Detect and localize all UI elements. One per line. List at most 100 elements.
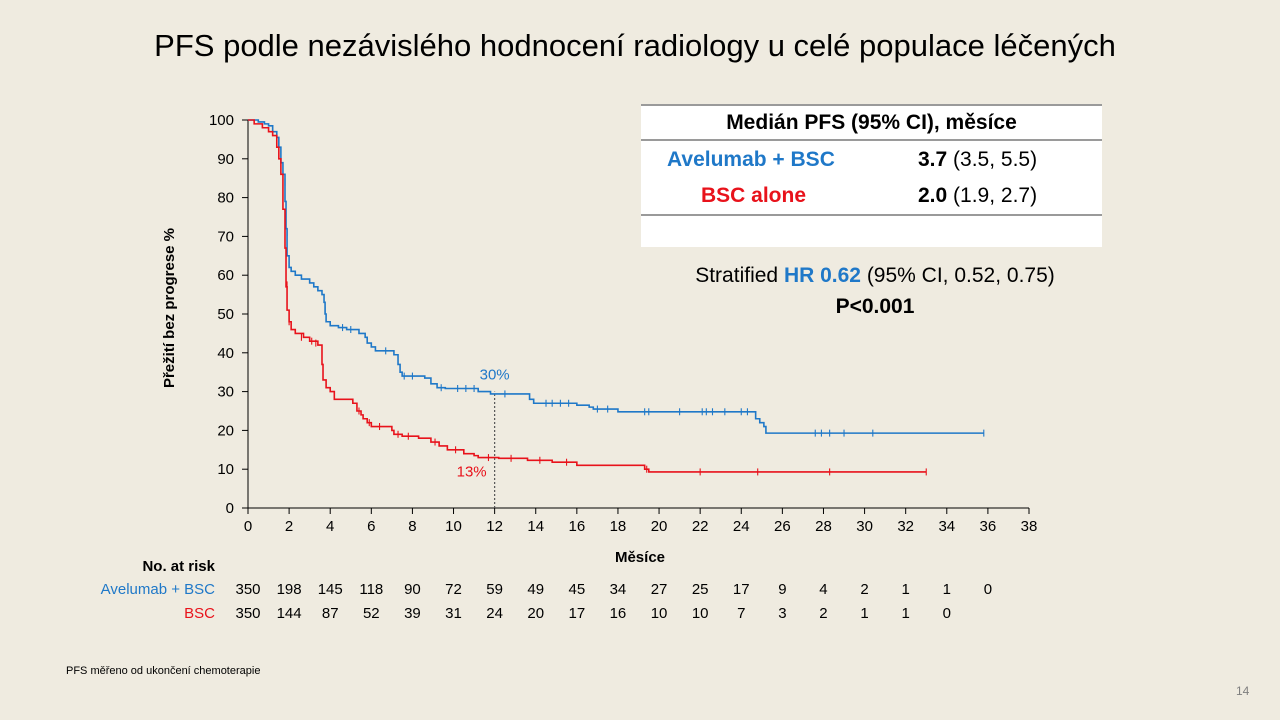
x-tick-label: 12 <box>486 518 503 535</box>
at-risk-value: 9 <box>778 581 786 598</box>
at-risk-value: 0 <box>943 605 951 622</box>
at-risk-value: 2 <box>860 581 868 598</box>
at-risk-title: No. at risk <box>142 558 215 575</box>
x-tick-label: 26 <box>774 518 791 535</box>
at-risk-value: 10 <box>692 605 709 622</box>
at-risk-value: 17 <box>733 581 750 598</box>
at-risk-value: 10 <box>651 605 668 622</box>
at-risk-value: 72 <box>445 581 462 598</box>
at-risk-value: 1 <box>902 581 910 598</box>
series-layer <box>248 119 985 476</box>
median-row-bsc: BSC alone 2.0 (1.9, 2.7) <box>641 178 1102 214</box>
x-tick-label: 8 <box>408 518 416 535</box>
at-risk-value: 145 <box>318 581 343 598</box>
y-tick-label: 10 <box>217 461 234 478</box>
y-axis-ticks: 0 10 20 30 40 50 60 70 80 90 100 <box>209 112 248 517</box>
at-risk-value: 87 <box>322 605 339 622</box>
x-tick-label: 36 <box>980 518 997 535</box>
x-tick-label: 14 <box>527 518 544 535</box>
slide-title: PFS podle nezávislého hodnocení radiolog… <box>154 28 1116 63</box>
median-ci-avelumab: (3.5, 5.5) <box>953 148 1038 171</box>
x-tick-label: 32 <box>897 518 914 535</box>
at-risk-value: 20 <box>527 605 544 622</box>
at-risk-value: 90 <box>404 581 421 598</box>
median-value-avelumab: 3.7 (3.5, 5.5) <box>918 142 1037 178</box>
median-box-rule <box>641 214 1102 216</box>
y-tick-label: 90 <box>217 151 234 168</box>
x-tick-label: 16 <box>568 518 585 535</box>
at-risk-value: 59 <box>486 581 503 598</box>
at-risk-value: 24 <box>486 605 503 622</box>
x-tick-label: 2 <box>285 518 293 535</box>
annotation-13pct: 13% <box>457 464 487 481</box>
at-risk-value: 2 <box>819 605 827 622</box>
y-tick-label: 30 <box>217 384 234 401</box>
y-tick-label: 40 <box>217 345 234 362</box>
x-tick-label: 18 <box>610 518 627 535</box>
footnote: PFS měřeno od ukončení chemoterapie <box>66 665 261 677</box>
page-number: 14 <box>1236 684 1250 698</box>
y-tick-label: 80 <box>217 190 234 207</box>
at-risk-value: 25 <box>692 581 709 598</box>
at-risk-value: 52 <box>363 605 380 622</box>
median-label-bsc: BSC alone <box>701 184 807 207</box>
median-ci-bsc: (1.9, 2.7) <box>953 184 1038 207</box>
series-line-bsc <box>248 119 927 473</box>
at-risk-value: 39 <box>404 605 421 622</box>
y-axis-label: Přežití bez progrese % <box>161 228 178 388</box>
x-tick-label: 4 <box>326 518 334 535</box>
at-risk-value: 27 <box>651 581 668 598</box>
x-tick-label: 10 <box>445 518 462 535</box>
at-risk-label-bsc: BSC <box>184 605 215 622</box>
hr-ci: (95% CI, 0.52, 0.75) <box>860 264 1055 287</box>
x-tick-label: 6 <box>367 518 375 535</box>
at-risk-value: 45 <box>568 581 585 598</box>
at-risk-value: 1 <box>943 581 951 598</box>
x-tick-label: 22 <box>692 518 709 535</box>
median-pfs-box: Medián PFS (95% CI), měsíce Avelumab + B… <box>641 104 1102 247</box>
x-tick-label: 34 <box>938 518 955 535</box>
at-risk-value: 1 <box>860 605 868 622</box>
x-tick-label: 38 <box>1021 518 1038 535</box>
annotation-30pct: 30% <box>480 367 510 384</box>
at-risk-value: 16 <box>610 605 627 622</box>
at-risk-value: 350 <box>235 581 260 598</box>
at-risk-value: 31 <box>445 605 462 622</box>
y-tick-label: 70 <box>217 228 234 245</box>
at-risk-value: 144 <box>277 605 302 622</box>
series-line-avelumab <box>248 119 984 434</box>
at-risk-value: 118 <box>359 581 383 598</box>
x-tick-label: 30 <box>856 518 873 535</box>
at-risk-value: 17 <box>568 605 585 622</box>
at-risk-value: 350 <box>235 605 260 622</box>
at-risk-label-avelumab: Avelumab + BSC <box>101 581 216 598</box>
hr-prefix: Stratified <box>695 264 784 287</box>
median-estimate-avelumab: 3.7 <box>918 148 948 171</box>
median-box-header: Medián PFS (95% CI), měsíce <box>641 106 1102 141</box>
hr-value: HR 0.62 <box>783 264 861 287</box>
at-risk-value: 7 <box>737 605 745 622</box>
x-axis-label: Měsíce <box>615 549 665 566</box>
y-tick-label: 50 <box>217 306 234 323</box>
x-tick-label: 24 <box>733 518 750 535</box>
y-tick-label: 60 <box>217 267 234 284</box>
y-tick-label: 100 <box>209 112 234 129</box>
y-tick-label: 20 <box>217 422 234 439</box>
x-tick-label: 28 <box>815 518 832 535</box>
x-tick-label: 20 <box>651 518 668 535</box>
median-row-avelumab: Avelumab + BSC 3.7 (3.5, 5.5) <box>641 142 1102 178</box>
p-value: P<0.001 <box>835 295 915 318</box>
at-risk-value: 49 <box>527 581 544 598</box>
x-axis-ticks: 0 2 4 6 8 10 12 14 16 18 20 22 24 26 28 30 32 34 36 38 <box>244 508 1038 535</box>
at-risk-table: No. at risk Avelumab + BSC 350 198 145 118 90… <box>101 558 992 622</box>
at-risk-value: 198 <box>277 581 302 598</box>
at-risk-value: 0 <box>984 581 992 598</box>
at-risk-value: 3 <box>778 605 786 622</box>
median-value-bsc: 2.0 (1.9, 2.7) <box>918 178 1037 214</box>
at-risk-value: 34 <box>610 581 627 598</box>
x-tick-label: 0 <box>244 518 252 535</box>
median-estimate-bsc: 2.0 <box>918 184 948 207</box>
at-risk-value: 1 <box>902 605 910 622</box>
y-tick-label: 0 <box>226 500 234 517</box>
